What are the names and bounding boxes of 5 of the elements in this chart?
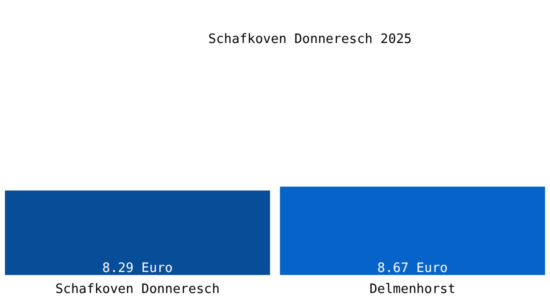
data-label: 8.67 Euro (377, 261, 448, 276)
x-tick-label: Schafkoven Donneresch (55, 282, 220, 297)
chart-title: Schafkoven Donneresch 2025 (208, 32, 412, 47)
data-label: 8.29 Euro (102, 261, 173, 276)
x-tick-label: Delmenhorst (369, 282, 456, 297)
